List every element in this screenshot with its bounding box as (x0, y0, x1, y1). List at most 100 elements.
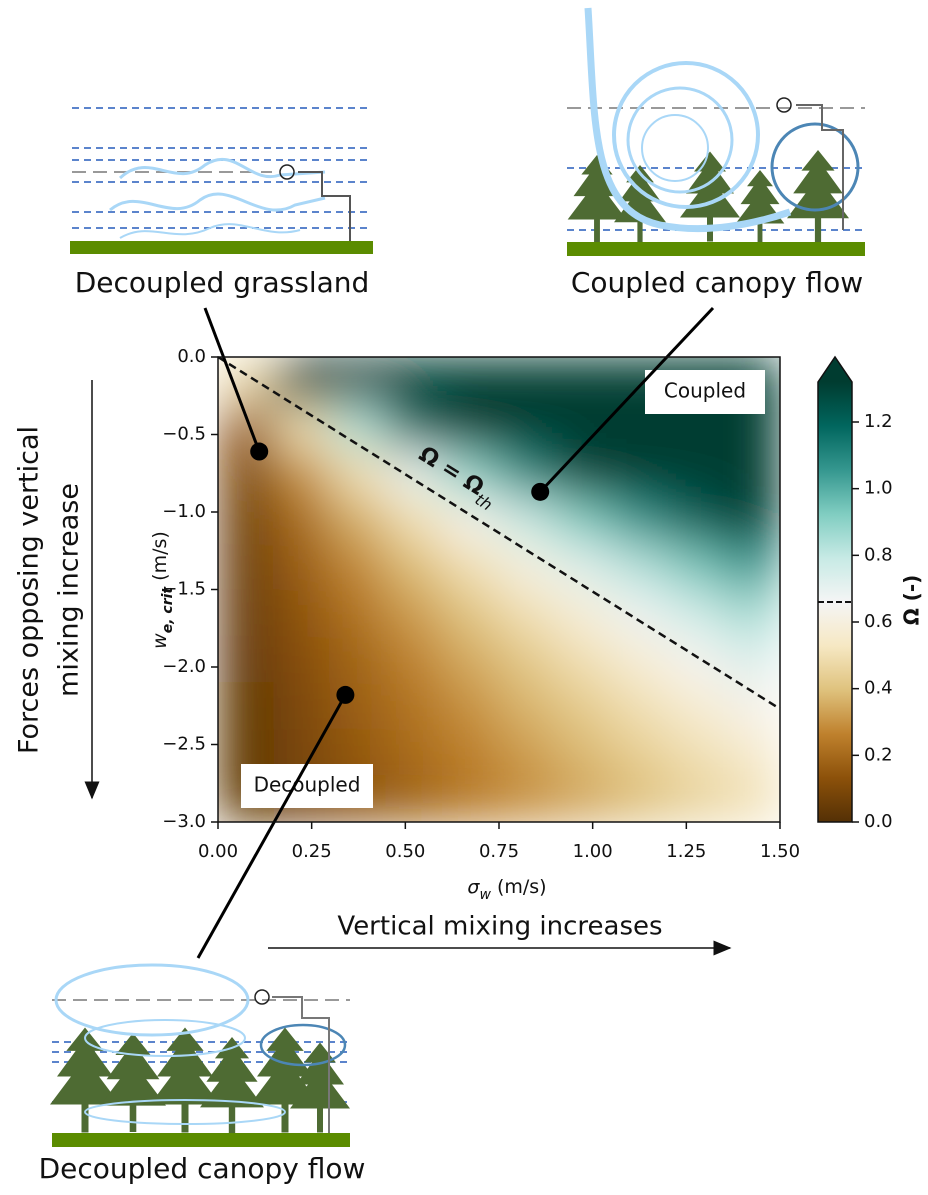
colorbar-tick-label: 0.6 (864, 611, 893, 632)
heat-cell (554, 635, 612, 683)
colorbar-extend (818, 357, 852, 382)
heat-cell (273, 682, 331, 730)
colorbar-tick-label: 0.8 (864, 544, 893, 565)
point (250, 442, 269, 461)
y-arrow-label: mixing increase (54, 483, 85, 697)
x-tick-label: 0.00 (198, 841, 238, 862)
threshold-line (217, 355, 781, 710)
colorbar-tick-label: 0.2 (864, 744, 893, 765)
heat-cell (498, 635, 556, 683)
schematic-decoupled-canopy: Decoupled canopy flow (39, 963, 366, 1185)
x-tick-label: 1.00 (573, 841, 613, 862)
y-tick-label: −1.0 (162, 501, 206, 522)
x-tick-label: 0.75 (479, 841, 519, 862)
heat-cell (273, 496, 331, 544)
x-tick-label: 1.25 (666, 841, 706, 862)
heat-cell (498, 403, 556, 451)
heat-cell (554, 357, 612, 404)
heat-cell (442, 449, 500, 497)
heat-cell (667, 449, 725, 497)
heat-cell (723, 728, 780, 776)
y-label-main: w (149, 633, 171, 649)
x-axis-label: σw (m/s) (467, 876, 546, 904)
heat-cell (442, 775, 500, 822)
heat-cell (498, 682, 556, 730)
heat-cell (610, 775, 669, 822)
heat-cell (723, 635, 780, 683)
plot-overlay: 0.00 0.25 0.50 0.75 1.00 1.25 1.50 0.0 −0.5 −1.0 −… (162, 306, 800, 959)
heat-cell (273, 635, 331, 683)
heat-cell (554, 449, 612, 497)
heat-cell (386, 589, 444, 637)
colorbar-tick-label: 1.0 (864, 478, 893, 499)
heat-cell (442, 403, 500, 451)
colorbar-tick-label: 1.2 (864, 411, 893, 432)
heat-cell (273, 357, 331, 404)
heat-cell (329, 403, 388, 451)
heat-cell (498, 728, 556, 776)
heat-cell (498, 357, 556, 404)
leader-line (196, 694, 347, 959)
schematic-title: Coupled canopy flow (571, 266, 863, 299)
heat-cell (610, 635, 669, 683)
heat-cell (218, 542, 275, 590)
schematic-title: Decoupled grassland (75, 266, 370, 299)
heat-cell (442, 728, 500, 776)
plot-frame (217, 356, 781, 823)
heat-cell (218, 403, 275, 451)
x-tick-label: 1.50 (760, 841, 800, 862)
heat-cell (554, 542, 612, 590)
colorbar-frame (817, 355, 853, 823)
heat-cell (218, 496, 275, 544)
heat-cell (273, 589, 331, 637)
heat-cell (667, 496, 725, 544)
leader-line (539, 306, 715, 493)
heat-cell (554, 496, 612, 544)
point (336, 685, 355, 704)
y-tick-label: −3.0 (162, 811, 206, 832)
annotation-box (645, 370, 765, 414)
heat-cell (218, 635, 275, 683)
point (531, 482, 550, 501)
heat-cell (329, 357, 388, 404)
heat-cell (329, 589, 388, 637)
colorbar-tick-label: 0.4 (864, 678, 893, 699)
heat-cell (442, 542, 500, 590)
heat-cell (554, 589, 612, 637)
y-arrow-label: Forces opposing vertical (14, 426, 45, 754)
heat-cell (723, 496, 780, 544)
colorbar-tick-label: 0.0 (864, 811, 893, 832)
heat-cell (386, 357, 444, 404)
heat-cell (610, 728, 669, 776)
heat-cell (723, 775, 780, 822)
heat-cell (386, 775, 444, 822)
heat-cell (329, 496, 388, 544)
x-label-unit: (m/s) (491, 876, 547, 898)
y-label-unit: (m/s) (149, 531, 171, 587)
heat-cell (386, 449, 444, 497)
heat-cell (667, 589, 725, 637)
schematic-grassland: Decoupled grassland (70, 107, 373, 299)
heat-cell (667, 542, 725, 590)
schematic-title: Decoupled canopy flow (39, 1152, 366, 1185)
heat-cell (554, 775, 612, 822)
y-tick-label: −2.0 (162, 656, 206, 677)
x-tick-label: 0.50 (385, 841, 425, 862)
heat-cell (329, 635, 388, 683)
heat-cell (554, 728, 612, 776)
heat-cell (498, 775, 556, 822)
heat-cell (273, 542, 331, 590)
heat-cell (610, 449, 669, 497)
x-label-main: σ (467, 876, 480, 898)
heat-cell (610, 682, 669, 730)
heat-cell (723, 589, 780, 637)
heat-cell (667, 775, 725, 822)
heatmap (218, 357, 780, 822)
heat-cell (442, 682, 500, 730)
heat-cell (218, 682, 275, 730)
heat-cell (386, 682, 444, 730)
y-axis-label: we, crit (m/s) (149, 531, 177, 649)
heat-cell (386, 403, 444, 451)
heat-cell (610, 589, 669, 637)
